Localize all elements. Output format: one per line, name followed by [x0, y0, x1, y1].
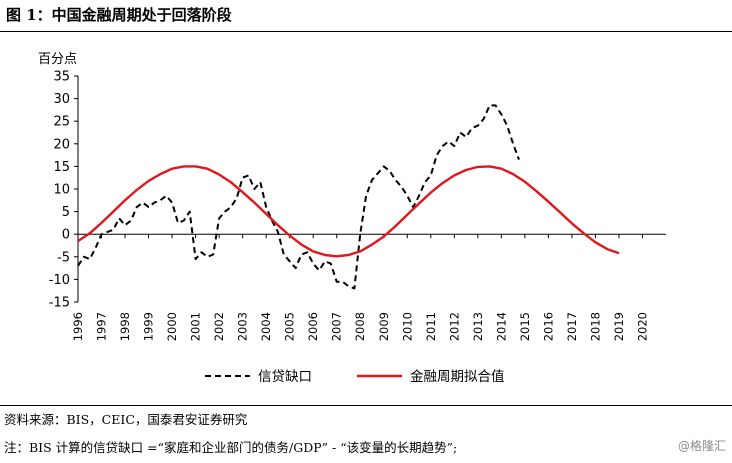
watermark: @格隆汇 — [677, 439, 726, 453]
x-tick-label: 2002 — [212, 312, 226, 341]
x-tick-label: 2018 — [588, 312, 602, 341]
series-line-credit-gap — [77, 104, 520, 290]
x-tick-label: 2004 — [259, 312, 273, 341]
x-tick-label: 2011 — [424, 312, 438, 341]
x-tick-label: 1998 — [118, 312, 132, 341]
legend-label-credit-gap: 信贷缺口 — [258, 369, 312, 385]
x-tick-label: 2019 — [612, 312, 626, 341]
y-tick-label: -15 — [49, 296, 70, 311]
y-tick-label: 5 — [62, 205, 70, 220]
x-tick-label: 2008 — [353, 312, 367, 341]
y-tick-label: 10 — [53, 183, 70, 198]
y-axis-label: 百分点 — [38, 52, 77, 67]
x-tick-label: 2007 — [330, 312, 344, 341]
x-tick-label: 2014 — [494, 312, 508, 341]
x-tick-label: 2009 — [377, 312, 391, 341]
figure-title: 图 1：中国金融周期处于回落阶段 — [6, 6, 232, 24]
source-note: 资料来源：BIS，CEIC，国泰君安证券研究 — [4, 412, 248, 427]
x-tick-label: 2006 — [306, 312, 320, 341]
y-tick-label: 25 — [53, 115, 70, 130]
y-axis-ticks: -15 -10 -5 0 5 10 15 20 25 30 35 — [49, 70, 78, 311]
x-tick-label: 2012 — [447, 312, 461, 341]
x-tick-label: 2005 — [283, 312, 297, 341]
series-line-financial-cycle — [77, 165, 620, 258]
x-tick-label: 2015 — [518, 312, 532, 341]
x-tick-label: 2013 — [471, 312, 485, 341]
chart-axes — [77, 76, 666, 302]
x-tick-label: 2000 — [165, 312, 179, 341]
x-tick-label: 2016 — [541, 312, 555, 341]
y-tick-label: 20 — [53, 137, 70, 152]
x-tick-label: 1999 — [142, 312, 156, 341]
footnote: 注：BIS 计算的信贷缺口 =“家庭和企业部门的债务/GDP” - “该变量的长… — [4, 440, 458, 455]
y-tick-label: 30 — [53, 92, 70, 107]
bottom-rule — [0, 405, 732, 406]
top-rule — [0, 31, 732, 32]
credit-gap-chart: -15 -10 -5 0 5 10 15 20 25 30 35 1996 1997 1998 1999 2… — [38, 52, 666, 385]
legend: 信贷缺口 金融周期拟合值 — [205, 369, 505, 385]
x-tick-label: 1997 — [95, 312, 109, 341]
y-tick-label: -5 — [57, 250, 70, 265]
series-layer — [77, 104, 620, 290]
x-axis-ticks: 1996 1997 1998 1999 2000 2001 2002 2003 2004 2005… — [71, 234, 649, 341]
x-tick-label: 2001 — [189, 312, 203, 341]
x-tick-label: 2003 — [236, 312, 250, 341]
y-tick-label: 0 — [62, 228, 70, 243]
x-tick-label: 2020 — [635, 312, 649, 341]
x-tick-label: 2017 — [565, 312, 579, 341]
y-tick-label: 35 — [53, 70, 70, 85]
x-tick-label: 1996 — [71, 312, 85, 341]
y-tick-label: -10 — [49, 273, 70, 288]
legend-label-financial-cycle: 金融周期拟合值 — [410, 369, 505, 385]
y-tick-label: 15 — [53, 160, 70, 175]
x-tick-label: 2010 — [400, 312, 414, 341]
